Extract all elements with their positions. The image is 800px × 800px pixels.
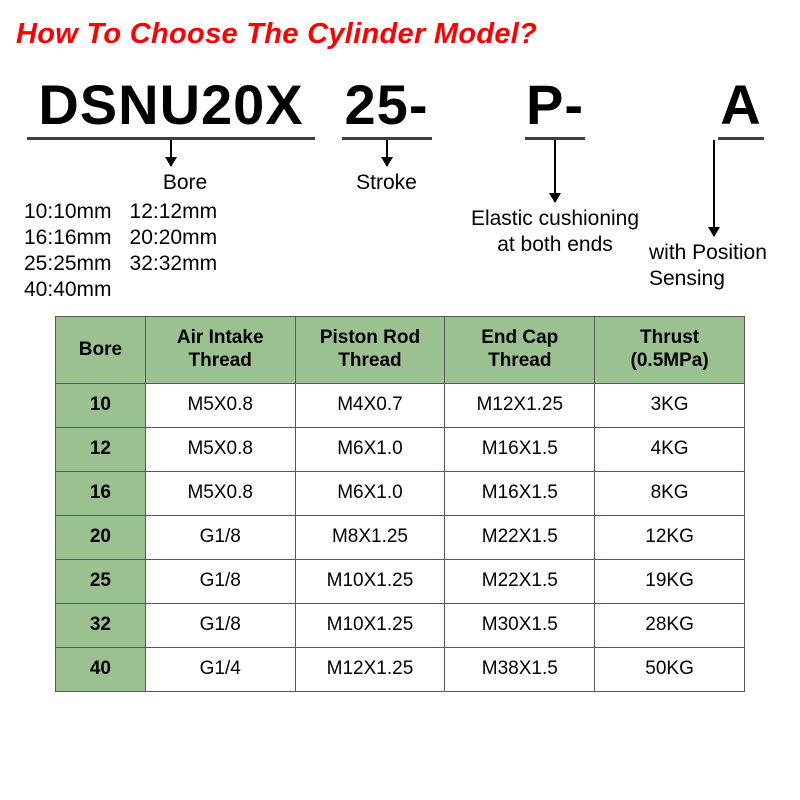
table-cell: M5X0.8 xyxy=(145,383,295,427)
arrow-down-icon xyxy=(713,140,715,236)
table-cell: G1/8 xyxy=(145,603,295,647)
label-sensing: with Position Sensing xyxy=(649,240,779,293)
table-cell: M10X1.25 xyxy=(295,603,445,647)
table-row: 40G1/4M12X1.25M38X1.550KG xyxy=(56,647,745,691)
table-row: 16M5X0.8M6X1.0M16X1.58KG xyxy=(56,471,745,515)
segment-bore: DSNU20X Bore 10:10mm 12:12mm 16:16mm 20:… xyxy=(16,77,326,302)
table-cell: 32 xyxy=(56,603,146,647)
table-cell: M6X1.0 xyxy=(295,471,445,515)
table-cell: 19KG xyxy=(595,559,745,603)
table-row: 25G1/8M10X1.25M22X1.519KG xyxy=(56,559,745,603)
table-cell: M5X0.8 xyxy=(145,471,295,515)
bore-option: 32:32mm xyxy=(130,252,218,276)
code-cushioning: P- xyxy=(526,77,584,133)
label-cushioning: Elastic cushioning at both ends xyxy=(465,206,645,259)
bore-option: 25:25mm xyxy=(24,252,112,276)
table-body: 10M5X0.8M4X0.7M12X1.253KG12M5X0.8M6X1.0M… xyxy=(56,383,745,691)
table-cell: M12X1.25 xyxy=(445,383,595,427)
table-cell: 16 xyxy=(56,471,146,515)
underline xyxy=(718,137,764,140)
spec-table: Bore Air Intake Thread Piston Rod Thread… xyxy=(55,316,745,692)
table-cell: 12KG xyxy=(595,515,745,559)
table-row: 20G1/8M8X1.25M22X1.512KG xyxy=(56,515,745,559)
table-cell: 40 xyxy=(56,647,146,691)
table-row: 32G1/8M10X1.25M30X1.528KG xyxy=(56,603,745,647)
segment-stroke: 25- Stroke xyxy=(334,77,439,196)
table-cell: M5X0.8 xyxy=(145,427,295,471)
label-bore: Bore xyxy=(163,170,207,196)
table-cell: M16X1.5 xyxy=(445,471,595,515)
col-header-intake: Air Intake Thread xyxy=(145,317,295,384)
code-stroke: 25- xyxy=(345,77,429,133)
label-stroke: Stroke xyxy=(356,170,417,196)
bore-option: 40:40mm xyxy=(24,278,112,302)
code-bore: DSNU20X xyxy=(38,77,303,133)
table-cell: M22X1.5 xyxy=(445,559,595,603)
col-header-endcap: End Cap Thread xyxy=(445,317,595,384)
table-cell: M10X1.25 xyxy=(295,559,445,603)
segment-cushioning: P- Elastic cushioning at both ends xyxy=(465,77,645,259)
col-header-piston: Piston Rod Thread xyxy=(295,317,445,384)
table-cell: 12 xyxy=(56,427,146,471)
bore-options: 10:10mm 12:12mm 16:16mm 20:20mm 25:25mm … xyxy=(24,196,217,302)
table-cell: M6X1.0 xyxy=(295,427,445,471)
bore-option xyxy=(130,278,218,302)
col-header-bore: Bore xyxy=(56,317,146,384)
bore-option: 20:20mm xyxy=(130,226,218,250)
code-sensing: A xyxy=(720,77,761,133)
bore-option: 10:10mm xyxy=(24,200,112,224)
page-title: How To Choose The Cylinder Model? xyxy=(16,18,784,51)
table-cell: M38X1.5 xyxy=(445,647,595,691)
segment-sensing: A with Position Sensing xyxy=(649,77,779,293)
bore-option: 16:16mm xyxy=(24,226,112,250)
table-cell: 4KG xyxy=(595,427,745,471)
table-cell: 20 xyxy=(56,515,146,559)
table-cell: M12X1.25 xyxy=(295,647,445,691)
table-row: 10M5X0.8M4X0.7M12X1.253KG xyxy=(56,383,745,427)
table-cell: M16X1.5 xyxy=(445,427,595,471)
table-cell: M22X1.5 xyxy=(445,515,595,559)
arrow-down-icon xyxy=(554,140,556,202)
arrow-down-icon xyxy=(170,140,172,166)
table-cell: 25 xyxy=(56,559,146,603)
table-cell: 50KG xyxy=(595,647,745,691)
table-cell: G1/8 xyxy=(145,515,295,559)
arrow-down-icon xyxy=(386,140,388,166)
table-cell: M8X1.25 xyxy=(295,515,445,559)
table-cell: 8KG xyxy=(595,471,745,515)
table-header-row: Bore Air Intake Thread Piston Rod Thread… xyxy=(56,317,745,384)
bore-option: 12:12mm xyxy=(130,200,218,224)
table-cell: M4X0.7 xyxy=(295,383,445,427)
model-code-breakdown: DSNU20X Bore 10:10mm 12:12mm 16:16mm 20:… xyxy=(16,77,784,302)
table-cell: G1/8 xyxy=(145,559,295,603)
table-cell: M30X1.5 xyxy=(445,603,595,647)
table-cell: 10 xyxy=(56,383,146,427)
col-header-thrust: Thrust (0.5MPa) xyxy=(595,317,745,384)
table-row: 12M5X0.8M6X1.0M16X1.54KG xyxy=(56,427,745,471)
table-cell: G1/4 xyxy=(145,647,295,691)
table-cell: 28KG xyxy=(595,603,745,647)
table-cell: 3KG xyxy=(595,383,745,427)
